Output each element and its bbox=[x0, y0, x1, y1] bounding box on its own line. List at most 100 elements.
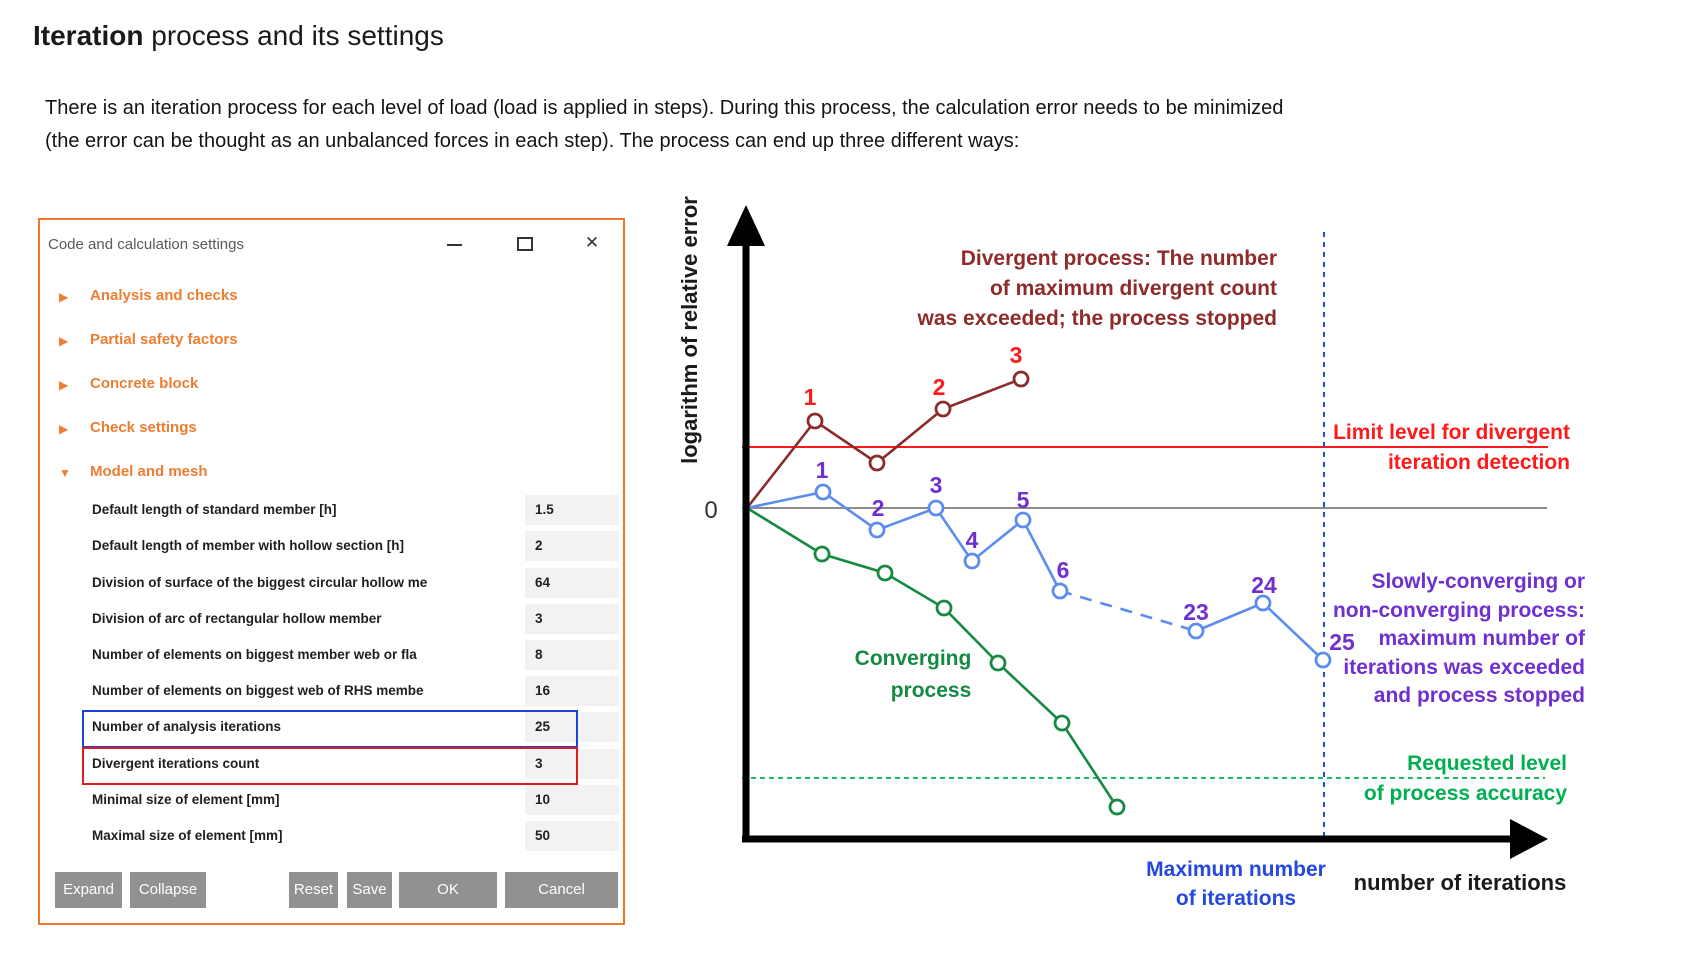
slow-annotation-line2: non-converging process: bbox=[1333, 599, 1585, 622]
tree-item-check-settings[interactable]: ▶ Check settings bbox=[40, 419, 600, 441]
setting-row: Default length of member with hollow sec… bbox=[40, 531, 619, 561]
setting-value-field[interactable]: 10 bbox=[525, 785, 619, 815]
divergent-process-point-label: 1 bbox=[804, 384, 817, 410]
setting-row: Division of surface of the biggest circu… bbox=[40, 568, 619, 598]
slowly-converging-process-line bbox=[1059, 589, 1197, 633]
limit-annotation-line1: Limit level for divergent bbox=[1333, 421, 1570, 444]
setting-value-field[interactable]: 2 bbox=[525, 531, 619, 561]
page-title: Iteration process and its settings bbox=[33, 20, 444, 52]
accuracy-annotation-line2: of process accuracy bbox=[1364, 782, 1567, 805]
tree-item-partial-safety-factors[interactable]: ▶ Partial safety factors bbox=[40, 331, 600, 353]
setting-value-field[interactable]: 16 bbox=[525, 676, 619, 706]
slowly-converging-process-point-label: 23 bbox=[1183, 599, 1209, 625]
divergent-process-point-label: 2 bbox=[933, 374, 946, 400]
setting-value-field[interactable]: 50 bbox=[525, 821, 619, 851]
setting-label: Number of elements on biggest web of RHS… bbox=[92, 683, 424, 698]
setting-label: Maximal size of element [mm] bbox=[92, 828, 283, 843]
window-title: Code and calculation settings bbox=[48, 236, 244, 253]
tree-item-model-and-mesh[interactable]: ▼ Model and mesh bbox=[40, 463, 600, 485]
converging-annotation-line2: process bbox=[891, 679, 972, 702]
slowly-converging-process-point-label: 25 bbox=[1329, 629, 1355, 655]
slow-annotation-line5: and process stopped bbox=[1374, 684, 1585, 707]
converging-process-marker bbox=[1053, 714, 1071, 732]
chevron-right-icon: ▶ bbox=[59, 378, 69, 392]
converging-annotation-line1: Converging bbox=[855, 647, 972, 670]
slowly-converging-process-marker bbox=[1051, 582, 1069, 600]
slowly-converging-process-point-label: 6 bbox=[1057, 557, 1070, 583]
slowly-converging-process-marker bbox=[1314, 651, 1332, 669]
close-icon: ✕ bbox=[584, 233, 600, 252]
setting-value-field[interactable]: 3 bbox=[525, 749, 619, 779]
slowly-converging-process-point-label: 4 bbox=[966, 527, 979, 553]
setting-label: Minimal size of element [mm] bbox=[92, 792, 280, 807]
slowly-converging-process-marker bbox=[1014, 511, 1032, 529]
slowly-converging-process-marker bbox=[1254, 594, 1272, 612]
converging-process-marker bbox=[1108, 798, 1126, 816]
expand-button[interactable]: Expand bbox=[55, 872, 122, 908]
tree-item-label: Model and mesh bbox=[90, 463, 208, 480]
setting-label: Division of surface of the biggest circu… bbox=[92, 575, 428, 590]
setting-value-field[interactable]: 25 bbox=[525, 712, 619, 742]
cancel-button[interactable]: Cancel bbox=[505, 872, 618, 908]
slowly-converging-process-marker bbox=[963, 552, 981, 570]
setting-row: Division of arc of rectangular hollow me… bbox=[40, 604, 619, 634]
ok-button[interactable]: OK bbox=[399, 872, 497, 908]
setting-label: Number of elements on biggest member web… bbox=[92, 647, 417, 662]
slowly-converging-process-marker bbox=[1187, 622, 1205, 640]
intro-paragraph: There is an iteration process for each l… bbox=[45, 92, 1283, 158]
converging-process-marker bbox=[813, 545, 831, 563]
converging-process-marker bbox=[989, 654, 1007, 672]
divergent-process-marker bbox=[806, 412, 824, 430]
slowly-converging-process-marker bbox=[814, 483, 832, 501]
x-axis-label: number of iterations bbox=[1354, 870, 1567, 895]
chevron-right-icon: ▶ bbox=[59, 334, 69, 348]
slowly-converging-process-point-label: 3 bbox=[930, 472, 943, 498]
tree-item-concrete-block[interactable]: ▶ Concrete block bbox=[40, 375, 600, 397]
minimize-button[interactable] bbox=[444, 232, 466, 254]
tree-item-label: Concrete block bbox=[90, 375, 199, 392]
slowly-converging-process-point-label: 1 bbox=[816, 457, 829, 483]
divergent-process-point-label: 3 bbox=[1010, 342, 1023, 368]
divergent-process-marker bbox=[868, 454, 886, 472]
chevron-down-icon: ▼ bbox=[59, 466, 71, 480]
setting-label: Division of arc of rectangular hollow me… bbox=[92, 611, 382, 626]
divergent-process-marker bbox=[1012, 370, 1030, 388]
slowly-converging-process-point-label: 24 bbox=[1251, 572, 1277, 598]
setting-value-field[interactable]: 1.5 bbox=[525, 495, 619, 525]
page-title-bold: Iteration bbox=[33, 20, 144, 51]
slowly-converging-process-point-label: 2 bbox=[872, 495, 885, 521]
converging-process-marker bbox=[876, 564, 894, 582]
slowly-converging-process-point-label: 5 bbox=[1017, 487, 1030, 513]
setting-row: Maximal size of element [mm] 50 bbox=[40, 821, 619, 851]
max-iterations-annotation-line2: of iterations bbox=[1176, 887, 1296, 910]
slowly-converging-process-marker bbox=[868, 521, 886, 539]
setting-value-field[interactable]: 3 bbox=[525, 604, 619, 634]
slowly-converging-process-line bbox=[746, 490, 1062, 592]
maximize-button[interactable] bbox=[513, 232, 535, 254]
slowly-converging-process-line bbox=[1195, 601, 1324, 661]
setting-row: Number of elements on biggest member web… bbox=[40, 640, 619, 670]
setting-value-field[interactable]: 8 bbox=[525, 640, 619, 670]
tree-item-analysis-and-checks[interactable]: ▶ Analysis and checks bbox=[40, 287, 600, 309]
divergent-annotation-line2: of maximum divergent count bbox=[990, 277, 1277, 300]
slow-annotation-line3: maximum number of bbox=[1378, 627, 1586, 650]
setting-row: Number of elements on biggest web of RHS… bbox=[40, 676, 619, 706]
minimize-icon bbox=[447, 244, 462, 246]
divergent-process-marker bbox=[934, 400, 952, 418]
slow-annotation-line1: Slowly-converging or bbox=[1371, 570, 1585, 593]
slowly-converging-process-marker bbox=[927, 499, 945, 517]
zero-tick-label: 0 bbox=[704, 497, 717, 524]
tree-item-label: Check settings bbox=[90, 419, 197, 436]
divergent-process-line bbox=[745, 377, 1022, 509]
chevron-right-icon: ▶ bbox=[59, 290, 69, 304]
intro-line-1: There is an iteration process for each l… bbox=[45, 97, 1284, 119]
setting-value-field[interactable]: 64 bbox=[525, 568, 619, 598]
close-button[interactable]: ✕ bbox=[581, 232, 603, 254]
max-iterations-annotation-line1: Maximum number bbox=[1146, 858, 1326, 881]
setting-row-divergent-iterations-count: Divergent iterations count 3 bbox=[40, 749, 619, 779]
collapse-button[interactable]: Collapse bbox=[130, 872, 206, 908]
reset-button[interactable]: Reset bbox=[289, 872, 338, 908]
save-button[interactable]: Save bbox=[347, 872, 392, 908]
